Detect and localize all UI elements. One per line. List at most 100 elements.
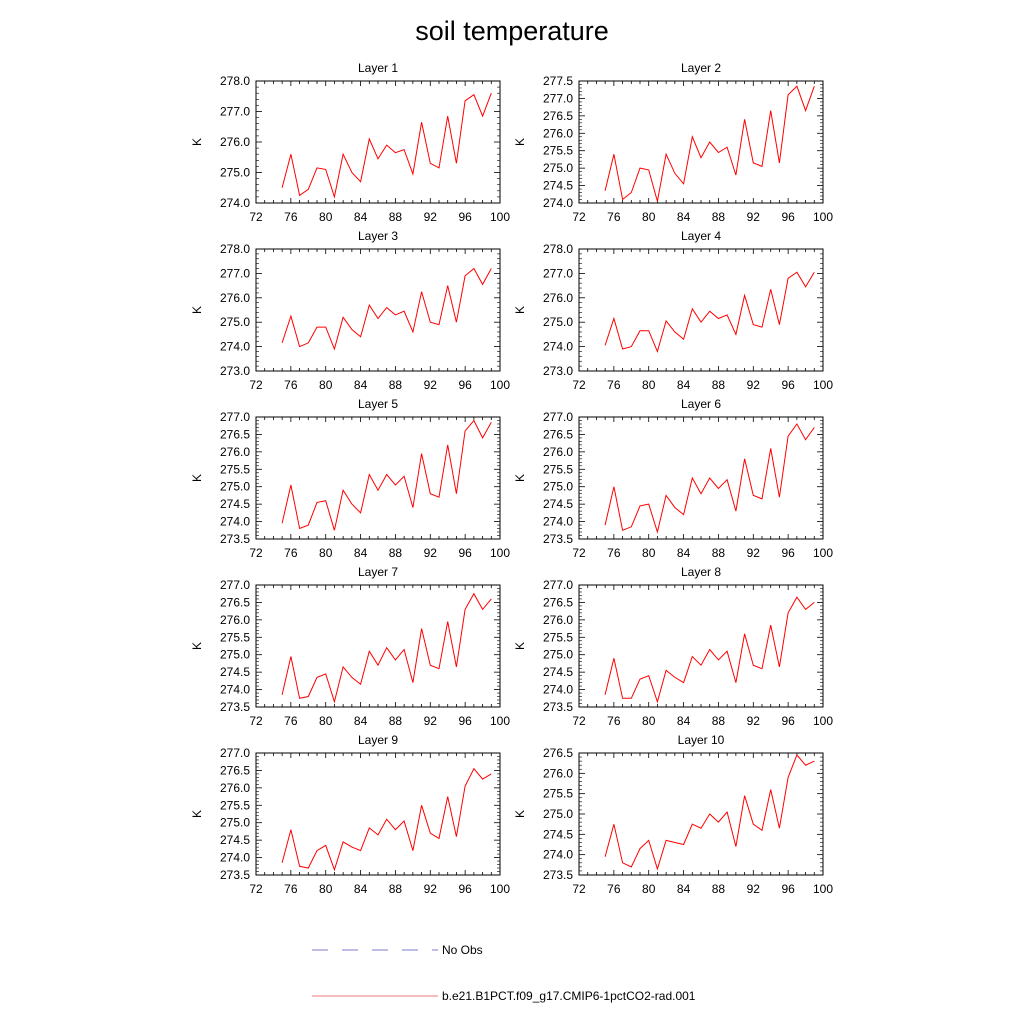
series-line — [281, 767, 492, 872]
x-tick-label: 88 — [389, 378, 403, 392]
x-tick-label: 96 — [781, 714, 795, 728]
x-tick-label: 88 — [389, 546, 403, 560]
y-tick-label: 276.0 — [543, 445, 573, 459]
x-tick-label: 72 — [572, 882, 586, 896]
y-tick-label: 278.0 — [220, 242, 250, 256]
panel-title: Layer 7 — [358, 565, 398, 579]
x-tick-label: 84 — [354, 546, 368, 560]
y-tick-label: 275.5 — [543, 787, 573, 801]
x-tick-label: 100 — [490, 546, 510, 560]
plot-frame — [578, 80, 824, 204]
y-tick-label: 276.0 — [220, 613, 250, 627]
panel-title: Layer 1 — [358, 61, 398, 75]
y-tick-label: 273.5 — [220, 700, 250, 714]
y-tick-label: 277.0 — [543, 91, 573, 105]
x-tick-label: 72 — [572, 210, 586, 224]
panel-title: Layer 3 — [358, 229, 398, 243]
plot-frame — [578, 248, 824, 372]
y-tick-label: 276.5 — [543, 746, 573, 760]
x-tick-label: 100 — [490, 210, 510, 224]
x-tick-label: 76 — [607, 714, 621, 728]
y-tick-label: 273.0 — [220, 364, 250, 378]
x-tick-label: 80 — [319, 378, 333, 392]
panel-title: Layer 4 — [681, 229, 721, 243]
x-tick-label: 80 — [642, 378, 656, 392]
y-tick-label: 274.5 — [543, 665, 573, 679]
y-tick-label: 273.0 — [543, 364, 573, 378]
x-tick-label: 72 — [249, 546, 263, 560]
panel-grid: Layer 1 K 72 76 80 84 88 92 96 100 274.0 275.0 276.0… — [190, 61, 833, 896]
x-tick-label: 84 — [354, 882, 368, 896]
x-tick-label: 84 — [677, 882, 691, 896]
y-tick-label: 275.5 — [220, 630, 250, 644]
panel-layer-6: Layer 6 K 72 76 80 84 88 92 96 100 273.5 274.0 274.5… — [513, 397, 833, 560]
y-tick-label: 275.5 — [220, 798, 250, 812]
x-tick-label: 96 — [458, 546, 472, 560]
y-tick-label: 274.0 — [543, 196, 573, 210]
series-line — [604, 85, 815, 202]
y-tick-label: 274.5 — [220, 833, 250, 847]
y-tick-label: 273.5 — [543, 868, 573, 882]
plot-frame — [255, 416, 501, 540]
x-tick-label: 92 — [747, 714, 761, 728]
y-tick-label: 275.5 — [543, 630, 573, 644]
x-tick-label: 100 — [490, 714, 510, 728]
y-tick-label: 275.0 — [543, 648, 573, 662]
plot-frame — [578, 584, 824, 708]
y-tick-label: 276.5 — [543, 427, 573, 441]
y-tick-label: 277.0 — [543, 266, 573, 280]
x-tick-label: 96 — [458, 882, 472, 896]
x-tick-label: 88 — [389, 882, 403, 896]
x-tick-label: 96 — [781, 210, 795, 224]
x-tick-label: 92 — [747, 546, 761, 560]
y-tick-label: 275.0 — [543, 480, 573, 494]
y-tick-label: 277.0 — [543, 410, 573, 424]
y-tick-label: 274.5 — [543, 827, 573, 841]
x-tick-label: 92 — [424, 714, 438, 728]
plot-frame — [255, 584, 501, 708]
panel-layer-1: Layer 1 K 72 76 80 84 88 92 96 100 274.0 275.0 276.0… — [190, 61, 510, 224]
series-line — [281, 93, 492, 199]
y-tick-label: 275.0 — [220, 648, 250, 662]
x-tick-label: 72 — [249, 882, 263, 896]
y-tick-label: 273.5 — [220, 532, 250, 546]
y-tick-label: 274.0 — [220, 196, 250, 210]
y-axis-label: K — [513, 810, 527, 818]
x-tick-label: 80 — [642, 714, 656, 728]
x-tick-label: 84 — [354, 378, 368, 392]
panel-layer-3: Layer 3 K 72 76 80 84 88 92 96 100 273.0 274.0 275.0… — [190, 229, 510, 392]
x-tick-label: 76 — [607, 546, 621, 560]
x-tick-label: 96 — [458, 378, 472, 392]
x-tick-label: 100 — [813, 714, 833, 728]
x-tick-label: 84 — [677, 714, 691, 728]
x-tick-label: 96 — [781, 882, 795, 896]
plot-frame — [578, 752, 824, 876]
x-tick-label: 80 — [642, 210, 656, 224]
y-tick-label: 276.0 — [220, 291, 250, 305]
plot-frame — [255, 248, 501, 372]
y-tick-label: 274.5 — [220, 497, 250, 511]
y-tick-label: 274.5 — [543, 179, 573, 193]
x-tick-label: 92 — [424, 378, 438, 392]
x-tick-label: 80 — [319, 546, 333, 560]
y-tick-label: 276.5 — [220, 763, 250, 777]
y-tick-label: 276.0 — [543, 126, 573, 140]
series-line — [281, 267, 492, 351]
x-tick-label: 96 — [458, 714, 472, 728]
y-tick-label: 276.0 — [220, 135, 250, 149]
y-axis-label: K — [513, 474, 527, 482]
series-line — [604, 271, 815, 354]
x-tick-label: 92 — [424, 882, 438, 896]
x-tick-label: 100 — [490, 882, 510, 896]
y-tick-label: 278.0 — [543, 242, 573, 256]
y-axis-label: K — [190, 474, 204, 482]
y-tick-label: 274.5 — [220, 665, 250, 679]
y-tick-label: 276.5 — [220, 595, 250, 609]
series-line — [604, 754, 815, 871]
legend-entry-no-obs: No Obs — [312, 943, 483, 957]
legend-label-no-obs: No Obs — [442, 943, 483, 957]
y-tick-label: 275.5 — [543, 144, 573, 158]
figure-title: soil temperature — [415, 16, 609, 46]
x-tick-label: 84 — [677, 546, 691, 560]
